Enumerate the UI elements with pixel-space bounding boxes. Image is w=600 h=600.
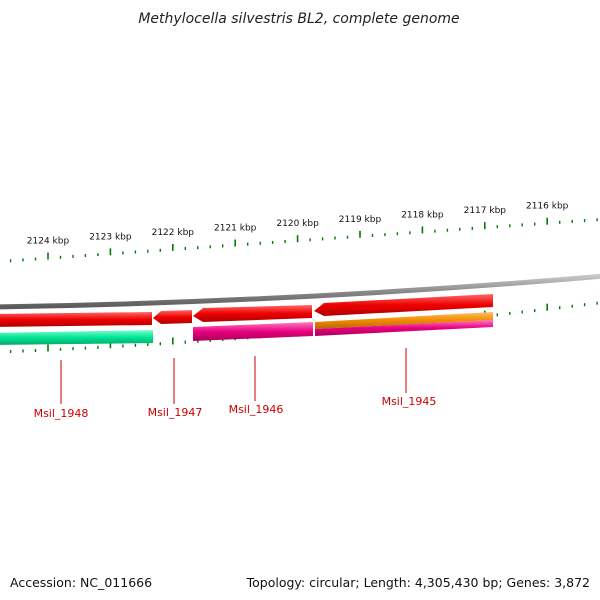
scale-label: 2124 kbp: [27, 237, 70, 247]
gene-arrow-msil-1945[interactable]: [314, 294, 493, 316]
scale-label: 2122 kbp: [152, 228, 195, 238]
gene-arrow-msil-1946[interactable]: [193, 305, 312, 322]
outer-scale-ticks: [9, 217, 598, 263]
scale-labels: 2124 kbp 2123 kbp 2122 kbp 2121 kbp 2120 kbp…: [27, 202, 569, 247]
accession-text: Accession: NC_011666: [10, 575, 153, 590]
genome-backbone: [0, 273, 600, 310]
scale-label: 2123 kbp: [89, 232, 132, 242]
scale-label: 2121 kbp: [214, 224, 257, 234]
scale-label: 2119 kbp: [339, 215, 382, 225]
gene-arrow-msil-1948[interactable]: [0, 312, 152, 327]
gene-label-msil-1947[interactable]: Msil_1947: [148, 406, 203, 419]
gene-arrow-msil-1947[interactable]: [153, 310, 192, 324]
feature-bar-msil-1946: [193, 322, 313, 341]
feature-bar-msil-1948: [0, 330, 153, 345]
feature-bar-msil-1945-orange: [315, 312, 493, 329]
feature-bar-msil-1945-pink: [315, 320, 493, 336]
genome-summary-text: Topology: circular; Length: 4,305,430 bp…: [246, 575, 590, 590]
gene-label-msil-1945[interactable]: Msil_1945: [382, 395, 437, 408]
gene-label-msil-1948[interactable]: Msil_1948: [34, 407, 89, 420]
map-title: Methylocella silvestris BL2, complete ge…: [138, 11, 459, 27]
scale-label: 2120 kbp: [276, 219, 319, 229]
scale-label: 2118 kbp: [401, 210, 444, 220]
scale-label: 2116 kbp: [526, 202, 569, 212]
scale-label: 2117 kbp: [464, 206, 507, 216]
gene-label-msil-1946[interactable]: Msil_1946: [229, 403, 284, 416]
